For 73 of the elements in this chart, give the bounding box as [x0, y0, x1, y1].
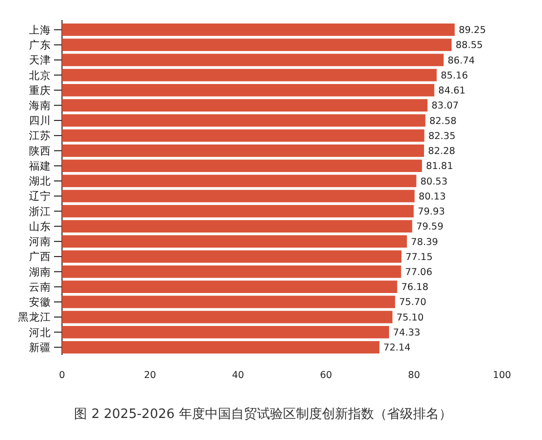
bar: [62, 204, 414, 218]
bar: [62, 174, 416, 188]
bar: [62, 84, 434, 96]
y-tick-label: 湖南: [29, 265, 51, 278]
y-tick-label: 陕西: [29, 145, 51, 158]
x-tick-label: 20: [144, 370, 156, 381]
y-tick-label: 福建: [29, 159, 51, 172]
bar: [62, 38, 452, 52]
y-tick-label: 云南: [29, 280, 51, 294]
y-tick-label: 山东: [29, 220, 51, 233]
y-tick-label: 北京: [29, 68, 51, 82]
y-tick-label: 江苏: [29, 129, 51, 142]
data-label: 84.61: [438, 86, 466, 97]
x-tick-label: 0: [58, 370, 66, 381]
bar: [62, 341, 380, 354]
x-tick-label: 40: [232, 370, 244, 381]
data-label: 88.55: [456, 40, 483, 52]
data-label: 81.81: [426, 161, 454, 172]
text: 图 2 2025-2026 年度中国自贸试验区制度创新指数（省级排名）: [74, 406, 452, 422]
x-tick-label: 100: [492, 370, 512, 381]
data-label: 79.59: [416, 222, 444, 233]
data-label: 79.93: [418, 206, 445, 218]
y-tick-label: 湖北: [29, 174, 51, 188]
bar: [62, 280, 398, 293]
y-tick-label: 四川: [29, 114, 51, 128]
y-tick-label: 新疆: [29, 340, 51, 354]
data-label: 82.58: [429, 116, 457, 127]
data-label: 77.06: [405, 267, 432, 278]
bar: [62, 296, 396, 308]
data-label: 77.15: [405, 252, 433, 263]
y-tick-label: 重庆: [29, 84, 51, 97]
bar: [62, 144, 424, 157]
data-label: 76.18: [401, 282, 428, 294]
y-tick-label: 海南: [29, 99, 51, 112]
bar: [62, 68, 437, 82]
y-tick-label: 广西: [29, 250, 51, 264]
y-tick-label: 辽宁: [29, 190, 51, 203]
x-tick-label: 80: [408, 370, 420, 381]
data-label: 80.53: [420, 176, 448, 188]
bar: [62, 265, 402, 278]
y-tick-label: 黑龙江: [18, 310, 51, 324]
data-label: 75.70: [399, 297, 426, 308]
bar: [62, 24, 455, 36]
y-tick-label: 广东: [29, 38, 51, 52]
data-label: 72.14: [383, 342, 411, 354]
data-label: 82.28: [428, 146, 456, 158]
bar: [62, 190, 415, 202]
data-label: 89.25: [458, 25, 486, 36]
bar: [62, 99, 428, 112]
data-label: 85.16: [440, 70, 468, 82]
x-tick-label: 60: [320, 370, 332, 381]
bar: [62, 114, 426, 127]
data-label: 80.13: [418, 191, 446, 202]
data-label: 75.10: [396, 312, 424, 324]
bar: [62, 310, 392, 324]
bar: [62, 326, 390, 338]
data-label: 74.33: [393, 327, 420, 338]
y-tick-label: 安徽: [29, 296, 51, 309]
data-label: 78.39: [410, 236, 438, 248]
data-label: 83.07: [432, 100, 459, 112]
bar: [62, 235, 407, 248]
bar: [62, 220, 412, 233]
y-tick-label: 浙江: [29, 204, 51, 218]
y-tick-label: 河南: [29, 235, 51, 248]
data-label: 86.74: [448, 55, 475, 66]
bar: [62, 250, 402, 263]
y-tick-label: 上海: [29, 23, 51, 36]
y-tick-label: 天津: [29, 54, 51, 67]
data-label: 82.35: [428, 130, 456, 142]
bar: [62, 129, 424, 142]
bar: [62, 160, 422, 172]
bar: [62, 54, 444, 66]
y-tick-label: 河北: [29, 326, 51, 339]
